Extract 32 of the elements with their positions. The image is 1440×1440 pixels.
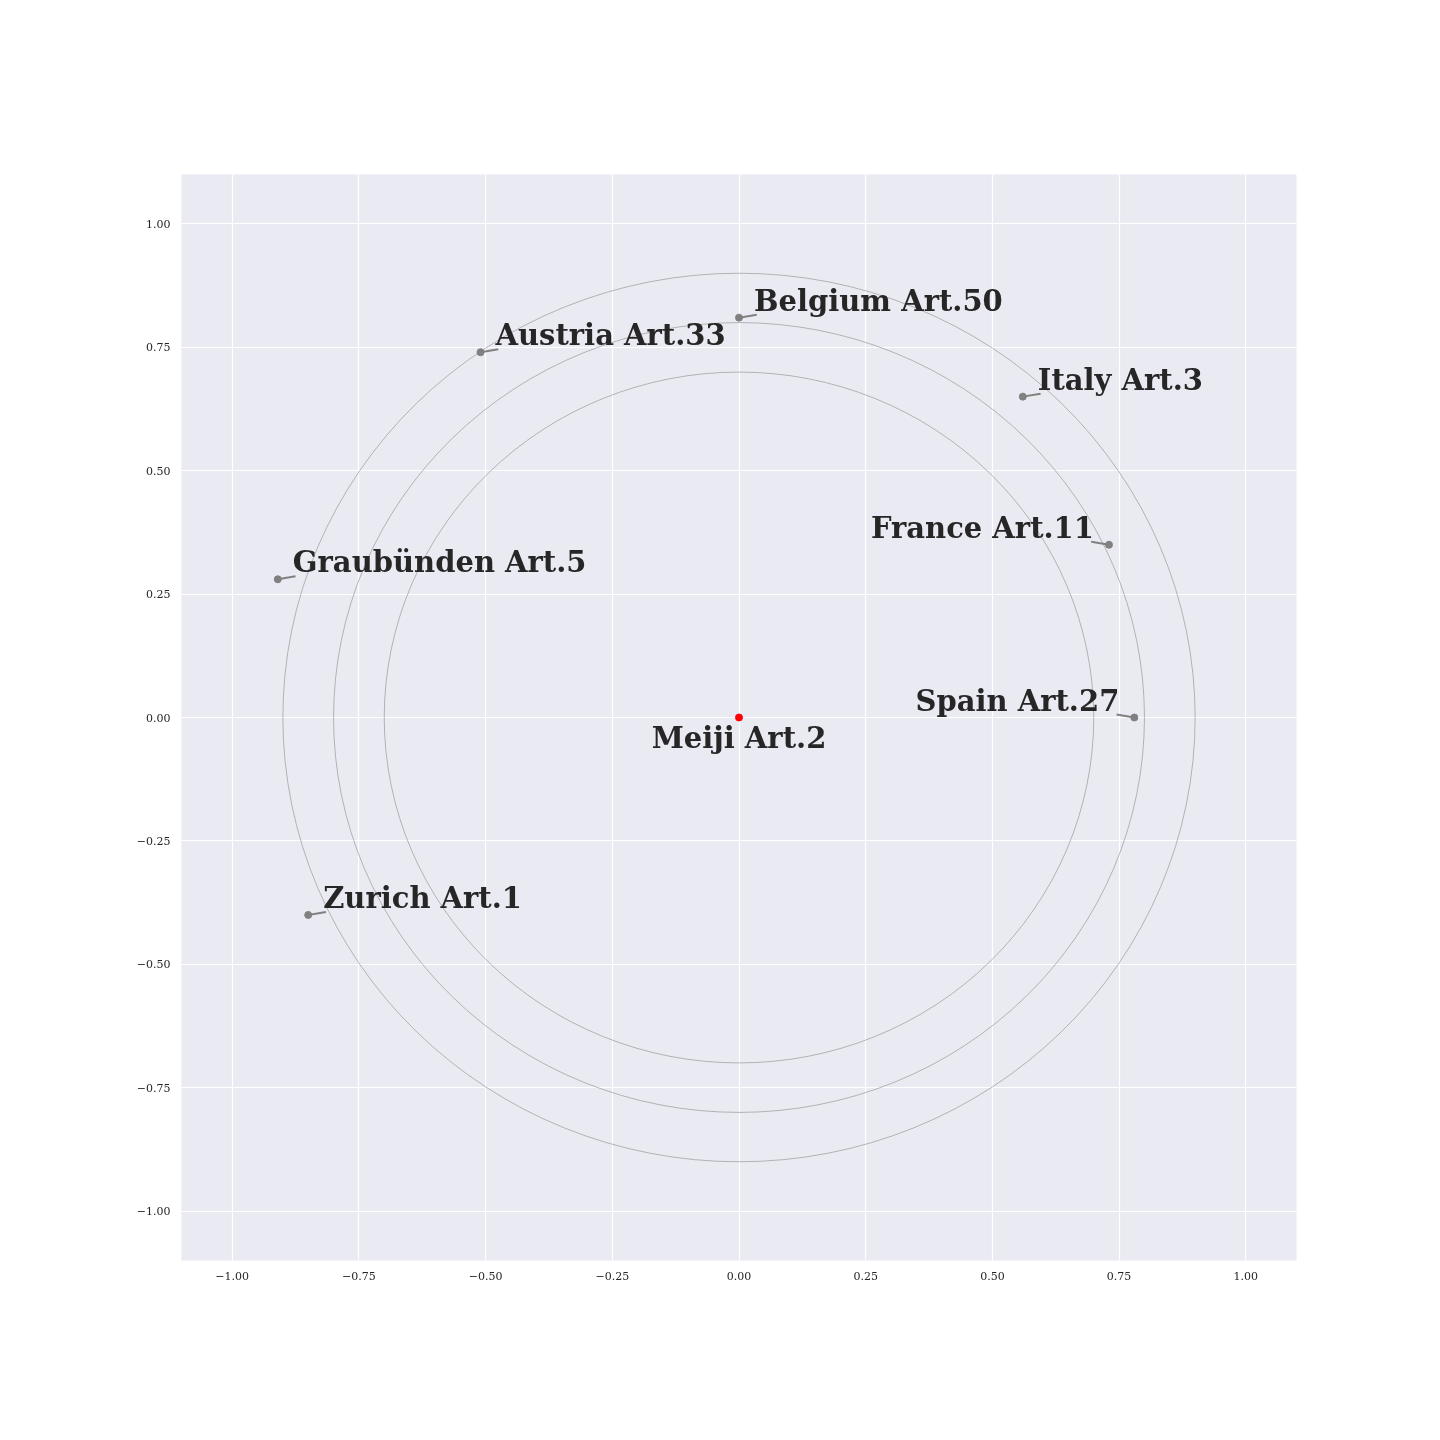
y-tick-label: 0.75 xyxy=(146,341,171,355)
point xyxy=(1130,713,1139,722)
y-tick-label: 0.50 xyxy=(146,464,171,478)
annotation: Austria Art.33 xyxy=(494,318,726,353)
y-tick-label: −0.50 xyxy=(136,958,171,972)
y-tick-label: −0.25 xyxy=(136,834,171,848)
y-tick-label: 0.25 xyxy=(146,588,171,602)
x-tick-label: −0.50 xyxy=(468,1269,503,1283)
annotation: Belgium Art.50 xyxy=(754,283,1003,318)
x-tick-label: −0.25 xyxy=(595,1269,630,1283)
y-tick-label: 0.00 xyxy=(146,711,171,725)
point xyxy=(1104,540,1113,549)
x-tick-label: 0.75 xyxy=(1106,1269,1132,1283)
annotation: Italy Art.3 xyxy=(1037,362,1203,397)
point xyxy=(476,348,485,357)
y-tick-label: 1.00 xyxy=(146,217,171,231)
annotation: Meiji Art.2 xyxy=(651,720,827,755)
x-tick-label: 0.50 xyxy=(980,1269,1005,1283)
y-tick-label: −1.00 xyxy=(136,1205,171,1219)
y-tick-label: −0.75 xyxy=(136,1081,171,1095)
x-tick-label: 1.00 xyxy=(1233,1269,1259,1283)
x-tick-label: 0.25 xyxy=(853,1269,878,1283)
annotation: Spain Art.27 xyxy=(915,683,1120,718)
point xyxy=(735,313,743,322)
x-tick-label: −0.75 xyxy=(342,1269,376,1283)
point xyxy=(273,575,282,584)
annotation: France Art.11 xyxy=(870,510,1094,545)
x-tick-label: −1.00 xyxy=(215,1269,250,1283)
annotation: Zurich Art.1 xyxy=(323,880,523,915)
x-tick-label: 0.00 xyxy=(726,1269,752,1283)
point xyxy=(304,910,313,919)
annotation: Graubünden Art.5 xyxy=(292,545,587,580)
